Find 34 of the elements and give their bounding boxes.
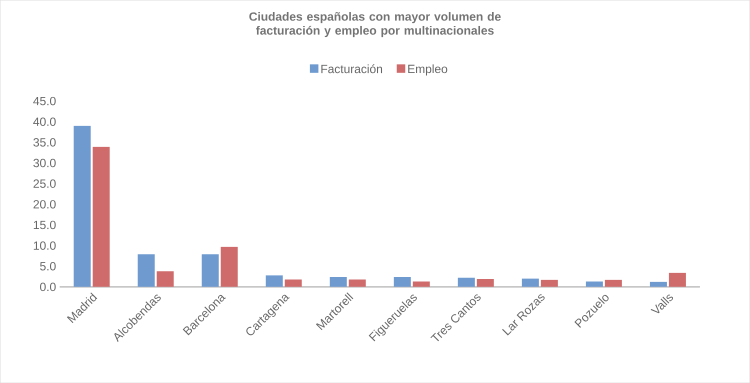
bar (668, 272, 686, 287)
y-tick-label: 5.0 (40, 262, 56, 270)
y-tick-label: 45.0 (33, 96, 56, 106)
y-tick-label: 15.0 (34, 220, 56, 230)
bar (412, 281, 430, 287)
y-tick-label: 10.0 (34, 241, 56, 250)
bar (156, 271, 174, 287)
bar (650, 282, 667, 287)
bar (348, 279, 366, 287)
y-tick-label: 30.0 (33, 158, 56, 168)
y-tick-label: 35.0 (33, 138, 56, 147)
y-tick-label: 25.0 (34, 179, 56, 188)
y-tick-label: 40.0 (33, 117, 56, 126)
bar (220, 246, 238, 287)
bar (74, 126, 91, 287)
y-tick-label: 20.0 (34, 200, 56, 208)
bar (394, 276, 411, 287)
bar (138, 254, 155, 287)
bar (604, 280, 622, 287)
bar (458, 278, 475, 287)
bar (522, 278, 539, 287)
y-tick-label: 0.0 (40, 282, 56, 292)
x-tick-label: Valls (650, 294, 674, 314)
bar (202, 254, 219, 287)
chart-title: Ciudades españolas con mayor volumen de facturación y empleo por multinacionales (249, 12, 501, 38)
bar (330, 276, 347, 287)
bar (284, 279, 302, 287)
bar (476, 278, 494, 287)
bar (586, 281, 603, 287)
bar (540, 280, 558, 287)
legend-label: Empleo (408, 64, 448, 76)
legend-label: Facturación (321, 64, 382, 74)
bar (92, 146, 110, 287)
bar (266, 275, 283, 287)
